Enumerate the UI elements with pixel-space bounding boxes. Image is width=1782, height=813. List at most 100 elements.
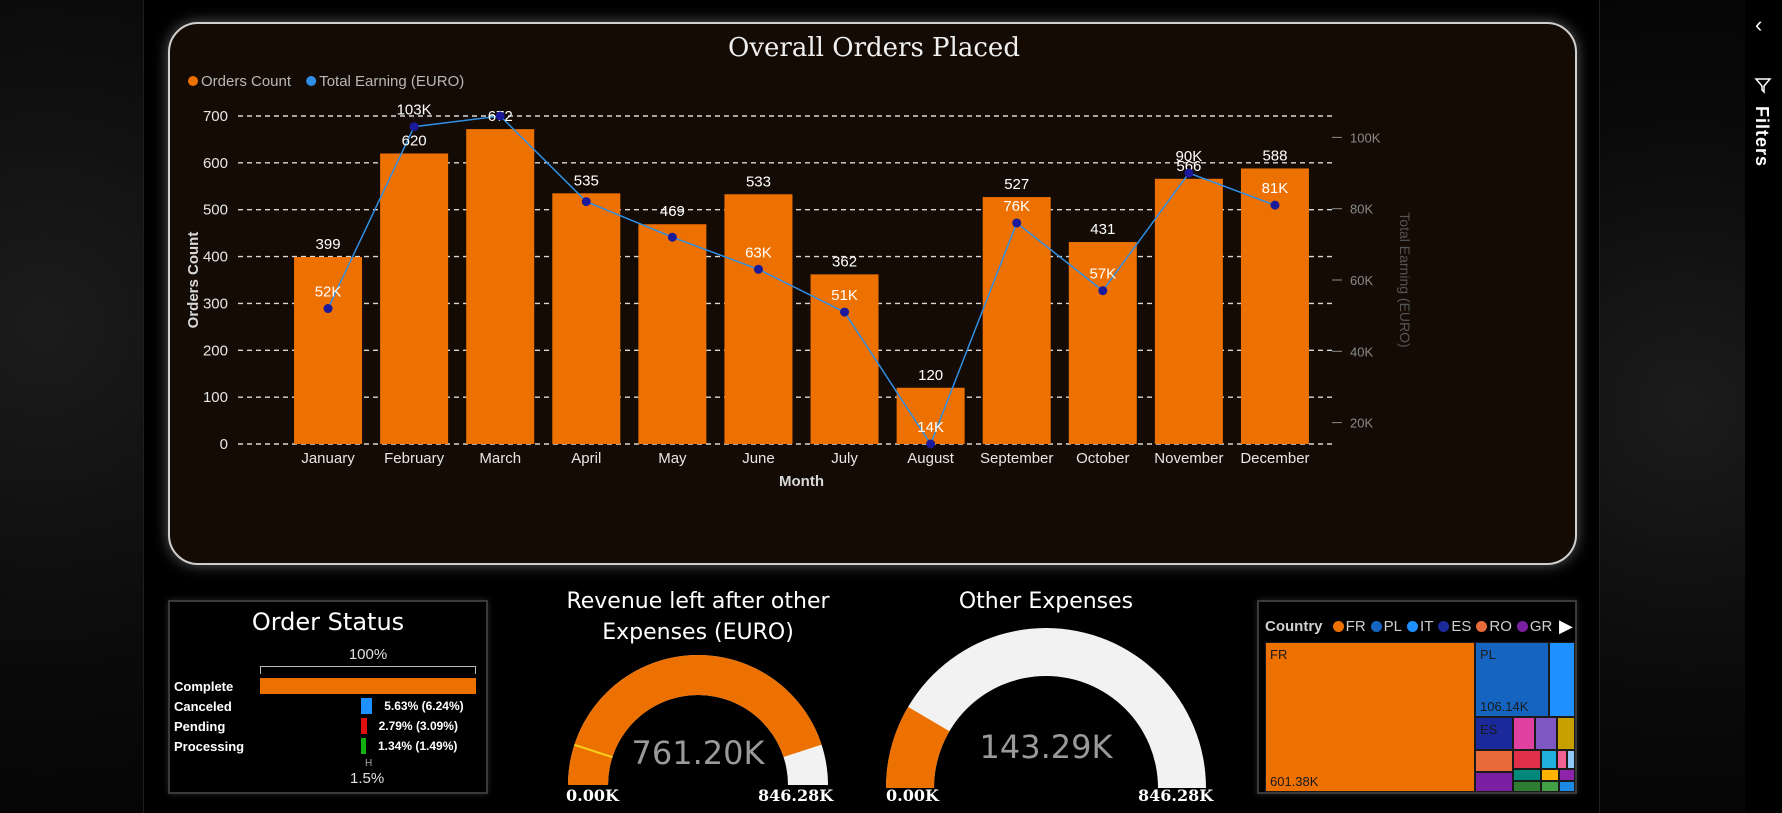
legend-item-es[interactable]: ES	[1438, 618, 1471, 635]
treemap-cell-small[interactable]	[1541, 750, 1557, 769]
x-tick-label: January	[301, 450, 355, 467]
bar-data-label: 120	[918, 367, 943, 384]
filters-pane[interactable]: ‹ Filters	[1745, 0, 1782, 813]
earning-point[interactable]	[1098, 286, 1108, 296]
bar-june[interactable]	[724, 194, 793, 444]
order-status-card[interactable]: Order Status 100% Complete Canceled 5.63% …	[168, 600, 488, 794]
earning-point[interactable]	[840, 307, 850, 317]
legend-item-gr[interactable]: GR	[1516, 618, 1553, 635]
order-status-axis	[260, 666, 476, 674]
treemap-cell-small[interactable]	[1513, 750, 1541, 769]
line-data-label: 90K	[1176, 148, 1203, 165]
orders-chart-card[interactable]: Overall Orders Placed Orders Count Total E…	[168, 22, 1577, 565]
line-data-label: 52K	[315, 284, 342, 301]
x-tick-label: November	[1154, 450, 1223, 467]
order-status-target-tick: H	[365, 758, 373, 769]
treemap-cell-gr[interactable]	[1475, 772, 1513, 792]
status-value-pending: 2.79% (3.09%)	[378, 719, 458, 733]
country-treemap-card[interactable]: Country FR PL IT ES RO GR ▶ FR 601.38K PL 106.14…	[1257, 600, 1577, 794]
filter-icon[interactable]	[1754, 76, 1772, 94]
earning-point[interactable]	[926, 439, 936, 449]
earning-point[interactable]	[1270, 200, 1280, 210]
earning-point[interactable]	[323, 304, 333, 314]
treemap-cell-small[interactable]	[1567, 750, 1575, 769]
bar-july[interactable]	[810, 274, 879, 444]
legend-dot-icon	[1516, 621, 1528, 632]
y2-tick-label: 80K	[1350, 202, 1373, 217]
treemap-cell-it[interactable]	[1549, 642, 1575, 717]
bar-april[interactable]	[552, 193, 621, 444]
treemap-cell-small[interactable]	[1557, 750, 1567, 769]
earning-point[interactable]	[409, 122, 419, 132]
legend-item-it[interactable]: IT	[1407, 618, 1433, 635]
status-bar-pending[interactable]	[361, 718, 367, 734]
treemap-cell-small[interactable]	[1557, 717, 1575, 750]
status-value-canceled: 5.63% (6.24%)	[384, 699, 464, 713]
expenses-gauge-min: 0.00K	[886, 786, 939, 805]
legend-code: PL	[1383, 618, 1403, 635]
earning-line	[327, 115, 1276, 446]
revenue-gauge[interactable]	[560, 645, 836, 785]
treemap-cell-small[interactable]	[1541, 781, 1559, 792]
legend-code: IT	[1420, 618, 1434, 635]
collapse-chevron-icon[interactable]: ‹	[1755, 12, 1763, 37]
legend-item-ro[interactable]: RO	[1476, 618, 1512, 635]
treemap-cell-ro[interactable]	[1475, 750, 1513, 772]
legend-item-pl[interactable]: PL	[1370, 618, 1403, 635]
treemap-cell-small[interactable]	[1513, 769, 1541, 781]
bar-october[interactable]	[1068, 242, 1137, 444]
bar-november[interactable]	[1154, 178, 1223, 444]
bar-december[interactable]	[1240, 168, 1309, 445]
expenses-gauge-value: 143.29K	[979, 728, 1113, 766]
treemap-cell-small[interactable]	[1513, 717, 1535, 750]
bar-march[interactable]	[466, 129, 535, 444]
status-label-canceled: Canceled	[174, 699, 232, 714]
bar-september[interactable]	[982, 197, 1051, 444]
y-tick-label: 400	[203, 249, 228, 266]
legend-code: GR	[1529, 618, 1553, 635]
treemap-cell-small[interactable]	[1513, 781, 1541, 792]
y2-tick-label: 100K	[1350, 130, 1381, 145]
bar-august[interactable]	[896, 387, 965, 444]
bar-data-label: 533	[746, 173, 771, 190]
y-tick-label: 500	[203, 202, 228, 219]
country-legend: Country FR PL IT ES RO GR	[1265, 618, 1557, 635]
x-tick-label: September	[980, 450, 1053, 467]
earning-point[interactable]	[495, 111, 505, 121]
legend-dot-icon	[1332, 621, 1344, 632]
y-axis-title: Orders Count	[185, 232, 202, 329]
treemap-cell-pl[interactable]: PL 106.14K	[1475, 642, 1549, 717]
line-data-label: 57K	[1089, 266, 1116, 283]
legend-next-icon[interactable]: ▶	[1559, 616, 1573, 636]
earning-point[interactable]	[1184, 168, 1194, 178]
y2-tick-label: 60K	[1350, 273, 1373, 288]
legend-label-1[interactable]: Total Earning (EURO)	[319, 73, 464, 90]
status-bar-complete[interactable]	[260, 678, 476, 694]
expenses-gauge[interactable]	[882, 618, 1210, 788]
legend-item-fr[interactable]: FR	[1332, 618, 1366, 635]
legend-label-0[interactable]: Orders Count	[201, 73, 292, 90]
treemap-cell-value: 601.38K	[1270, 774, 1319, 789]
treemap-cell-small[interactable]	[1559, 781, 1575, 792]
treemap-cell-label: ES	[1480, 722, 1498, 737]
bar-january[interactable]	[294, 257, 363, 444]
earning-point[interactable]	[1012, 218, 1022, 228]
treemap-cell-es[interactable]: ES	[1475, 717, 1513, 750]
legend-code: ES	[1451, 618, 1472, 635]
treemap-cell-small[interactable]	[1559, 769, 1575, 781]
background-right	[1600, 0, 1745, 813]
status-label-complete: Complete	[174, 679, 234, 694]
earning-point[interactable]	[667, 232, 677, 242]
treemap-cell-small[interactable]	[1535, 717, 1557, 750]
earning-point[interactable]	[753, 264, 763, 274]
treemap-cell-fr[interactable]: FR 601.38K	[1265, 642, 1475, 792]
status-bar-canceled[interactable]	[361, 698, 373, 714]
bar-february[interactable]	[380, 153, 449, 444]
status-bar-processing[interactable]	[361, 738, 366, 754]
expenses-gauge-title: Other Expenses	[958, 589, 1134, 614]
x-axis-title: Month	[779, 473, 824, 490]
order-status-scale-label: 100%	[348, 646, 388, 663]
bar-may[interactable]	[638, 224, 707, 444]
treemap-cell-small[interactable]	[1541, 769, 1559, 781]
earning-point[interactable]	[581, 197, 591, 207]
